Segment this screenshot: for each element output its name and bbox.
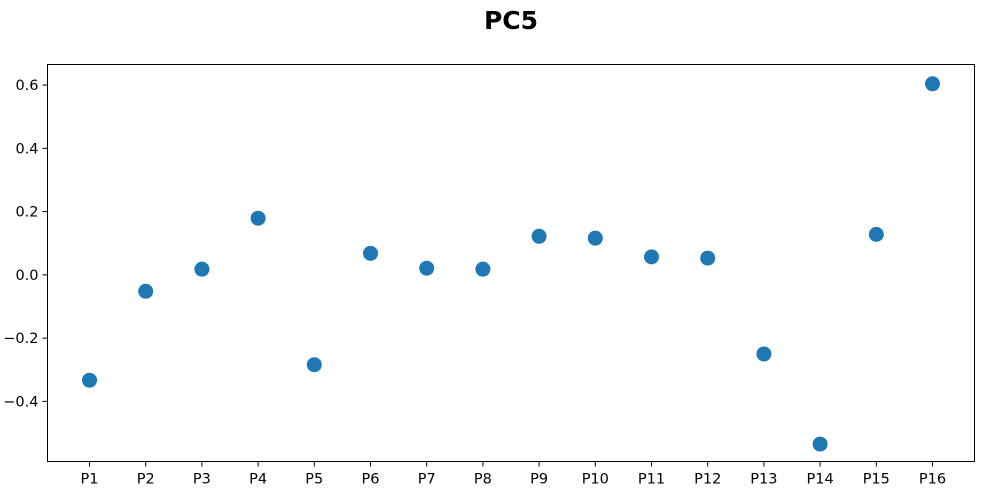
- data-point: [756, 346, 772, 362]
- x-tick-label: P15: [863, 472, 890, 488]
- y-tick-label: −0.4: [3, 394, 38, 410]
- x-tick-label: P5: [305, 472, 323, 488]
- data-point: [419, 260, 435, 276]
- x-tick-label: P1: [81, 472, 99, 488]
- x-tick-label: P7: [418, 472, 436, 488]
- data-point: [475, 261, 491, 277]
- data-point: [812, 436, 828, 452]
- x-tick-label: P10: [582, 472, 609, 488]
- x-axis: P1 P2 P3 P4 P5 P6 P7 P8 P9 P10 P11 P12 P13 P14 P15 P16: [81, 461, 946, 488]
- y-tick-label: 0.0: [15, 268, 38, 284]
- data-point: [363, 245, 378, 261]
- x-tick-label: P3: [193, 472, 211, 488]
- data-point: [925, 76, 940, 92]
- x-tick-label: P12: [694, 472, 721, 488]
- chart-title: PC5: [483, 6, 539, 35]
- data-point: [194, 261, 210, 277]
- x-tick-label: P6: [362, 472, 380, 488]
- x-tick-label: P11: [638, 472, 665, 488]
- data-point: [250, 210, 266, 226]
- data-point: [138, 283, 154, 299]
- x-tick-label: P13: [750, 472, 777, 488]
- plot-area-frame: [47, 64, 975, 462]
- data-point: [700, 250, 716, 266]
- x-tick-label: P2: [137, 472, 155, 488]
- y-tick-label: 0.2: [15, 205, 38, 221]
- data-point: [306, 357, 322, 373]
- data-point: [531, 228, 547, 244]
- x-tick-label: P8: [474, 472, 492, 488]
- x-tick-label: P16: [919, 472, 946, 488]
- data-points: [82, 76, 940, 452]
- y-tick-label: 0.6: [15, 78, 38, 94]
- x-tick-label: P4: [249, 472, 267, 488]
- y-tick-label: 0.4: [15, 141, 38, 157]
- x-tick-label: P14: [806, 472, 833, 488]
- y-axis: −0.4 −0.2 0.0 0.2 0.4 0.6: [3, 78, 48, 410]
- data-point: [644, 249, 659, 265]
- data-point: [82, 372, 97, 388]
- data-point: [868, 226, 884, 242]
- y-tick-label: −0.2: [3, 331, 38, 347]
- data-point: [587, 230, 603, 246]
- x-tick-label: P9: [530, 472, 548, 488]
